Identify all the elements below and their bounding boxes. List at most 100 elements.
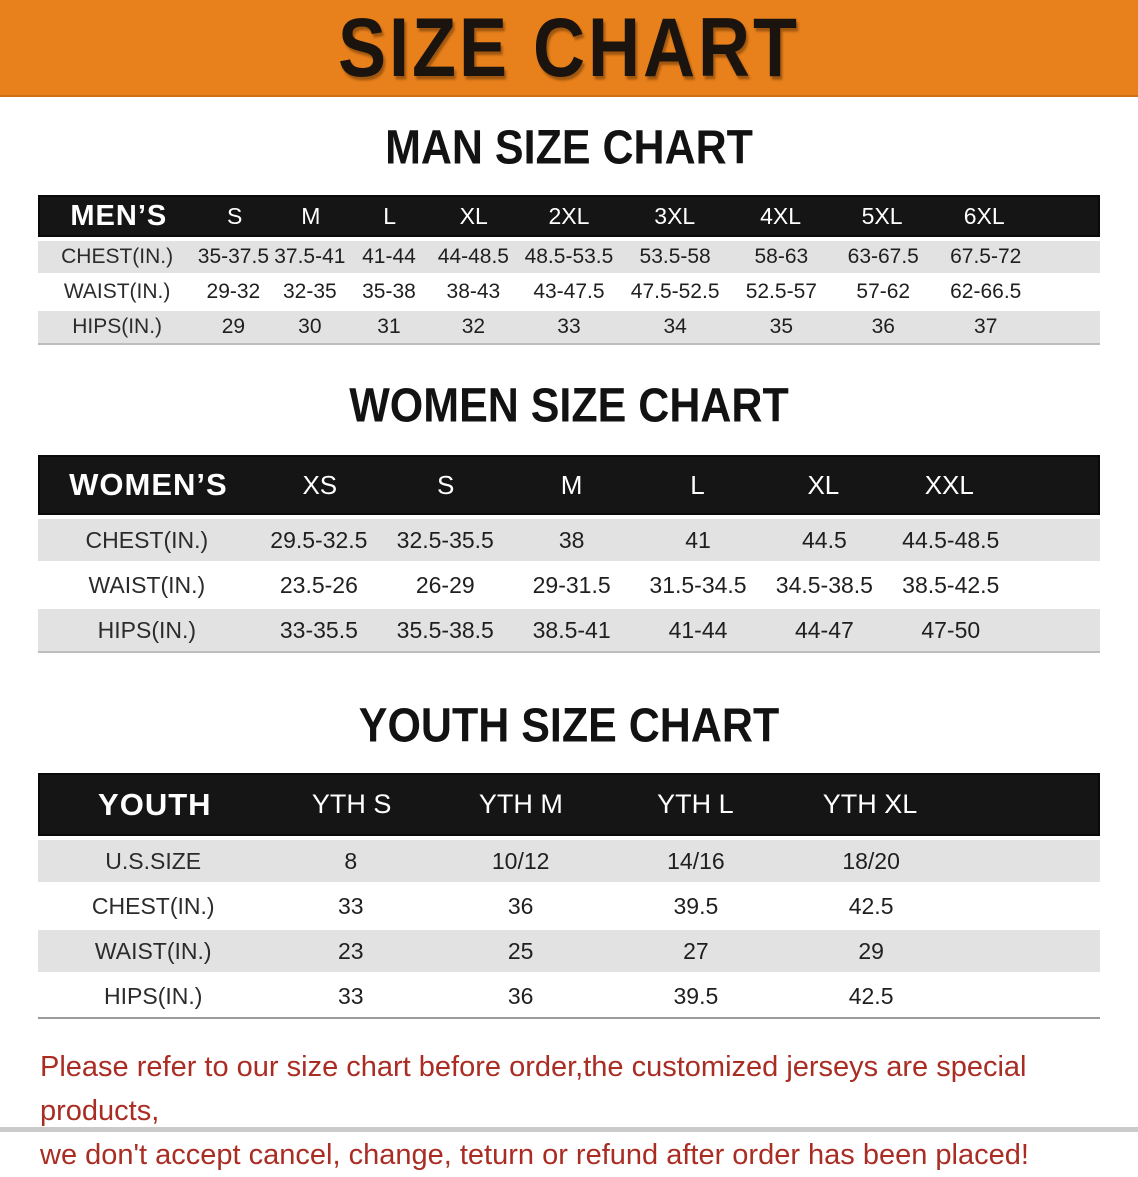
value-cell: 34.5-38.5 [775,571,873,598]
size-header-cell: XL [459,202,488,229]
size-header-cell: S [226,202,243,229]
men-header-label: MEN’S [70,199,168,232]
size-header-cell: L [690,469,705,500]
value-cell: 10/12 [491,847,550,874]
value-cell: 32-35 [282,280,337,303]
value-cell: 38.5-41 [532,616,611,643]
row-label-cell: CHEST(IN.) [91,892,215,919]
value-cell: 67.5-72 [950,245,1022,268]
men-size-table: MEN’S S M L XL 2XL 3XL 4XL 5XL 6XL CHEST… [38,195,1100,345]
size-header-cell: S [437,469,455,500]
value-cell: 33-35.5 [279,616,358,643]
row-label-cell: CHEST(IN.) [61,245,174,268]
value-cell: 29-32 [206,280,261,303]
women-table-header-row: WOMEN’S XS S M L XL XXL [38,455,1100,515]
size-header-cell: XS [302,469,338,500]
value-cell: 41-44 [668,616,728,643]
value-cell: 26-29 [415,571,475,598]
row-label-cell: HIPS(IN.) [104,982,203,1009]
value-cell: 27 [683,937,709,964]
value-cell: 36 [507,892,534,919]
size-header-cell: 6XL [963,202,1005,229]
size-header-cell: XXL [924,469,974,500]
value-cell: 35 [769,315,793,338]
size-header-cell: 3XL [654,202,696,229]
value-cell: 8 [344,847,358,874]
value-cell: 41 [685,526,711,553]
value-cell: 33 [337,982,364,1009]
value-cell: 32.5-35.5 [396,526,494,553]
men-chest-row: CHEST(IN.) 35-37.5 37.5-41 41-44 44-48.5… [38,241,1100,273]
value-cell: 29 [858,937,884,964]
value-cell: 30 [298,315,322,338]
value-cell: 44.5 [802,526,847,553]
value-cell: 47.5-52.5 [630,280,720,303]
note-line-1: Please refer to our size chart before or… [40,1051,1027,1127]
value-cell: 29 [221,315,246,338]
value-cell: 44-48.5 [437,245,509,268]
bottom-edge-strip [0,1127,1138,1132]
size-header-cell: 2XL [548,202,590,229]
women-hips-row: HIPS(IN.) 33-35.5 35.5-38.5 38.5-41 41-4… [38,609,1100,651]
size-header-cell: YTH XL [822,789,918,819]
value-cell: 14/16 [667,847,725,874]
size-header-cell: M [301,202,321,229]
row-label-cell: WAIST(IN.) [63,280,171,303]
value-cell: 18/20 [842,847,900,874]
row-label-cell: HIPS(IN.) [97,616,197,643]
value-cell: 25 [507,937,534,964]
value-cell: 29.5-32.5 [270,526,368,553]
value-cell: 37 [974,315,998,338]
value-cell: 63-67.5 [847,245,919,268]
size-header-cell: YTH L [657,789,734,819]
men-table-header-row: MEN’S S M L XL 2XL 3XL 4XL 5XL 6XL [38,195,1100,237]
women-section-heading: WOMEN SIZE CHART [349,379,789,433]
value-cell: 37.5-41 [274,245,346,268]
value-cell: 29-31.5 [532,571,611,598]
value-cell: 52.5-57 [745,280,817,303]
value-cell: 42.5 [848,982,894,1009]
row-label-cell: U.S.SIZE [105,847,202,874]
banner-title: SIZE CHART [338,1,800,94]
value-cell: 44.5-48.5 [902,526,1000,553]
women-size-table: WOMEN’S XS S M L XL XXL CHEST(IN.) 29.5-… [38,455,1100,653]
youth-hips-row: HIPS(IN.) 33 36 39.5 42.5 [38,975,1100,1017]
size-header-cell: M [560,469,583,500]
value-cell: 53.5-58 [639,245,711,268]
value-cell: 33 [337,892,364,919]
value-cell: 38 [558,526,585,553]
youth-ussize-row: U.S.SIZE 8 10/12 14/16 18/20 [38,840,1100,882]
value-cell: 48.5-53.5 [524,245,614,268]
value-cell: 31.5-34.5 [649,571,747,598]
size-header-cell: YTH M [478,789,563,819]
row-label-cell: HIPS(IN.) [72,315,163,338]
value-cell: 39.5 [673,892,719,919]
row-label-cell: WAIST(IN.) [88,571,206,598]
youth-table-header-row: YOUTH YTH S YTH M YTH L YTH XL [38,773,1100,836]
youth-size-table: YOUTH YTH S YTH M YTH L YTH XL U.S.SIZE … [38,773,1100,1019]
value-cell: 47-50 [921,616,981,643]
women-waist-row: WAIST(IN.) 23.5-26 26-29 29-31.5 31.5-34… [38,564,1100,606]
row-label-cell: WAIST(IN.) [94,937,212,964]
size-chart-banner: SIZE CHART [0,0,1138,97]
size-header-cell: XL [807,469,840,500]
value-cell: 58-63 [754,245,809,268]
value-cell: 42.5 [848,892,894,919]
size-header-cell: 4XL [760,202,802,229]
women-chest-row: CHEST(IN.) 29.5-32.5 32.5-35.5 38 41 44.… [38,519,1100,561]
value-cell: 38.5-42.5 [902,571,1000,598]
value-cell: 39.5 [673,982,719,1009]
size-header-cell: L [383,202,397,229]
youth-section-heading: YOUTH SIZE CHART [358,699,780,753]
value-cell: 23.5-26 [279,571,358,598]
youth-waist-row: WAIST(IN.) 23 25 27 29 [38,930,1100,972]
youth-header-label: YOUTH [98,786,212,822]
value-cell: 35-38 [362,280,416,303]
value-cell: 32 [461,315,486,338]
value-cell: 35.5-38.5 [396,616,494,643]
note-line-2: we don't accept cancel, change, teturn o… [40,1139,1029,1171]
men-waist-row: WAIST(IN.) 29-32 32-35 35-38 38-43 43-47… [38,276,1100,308]
men-section-heading: MAN SIZE CHART [385,121,753,175]
row-label-cell: CHEST(IN.) [85,526,209,553]
value-cell: 23 [337,937,364,964]
